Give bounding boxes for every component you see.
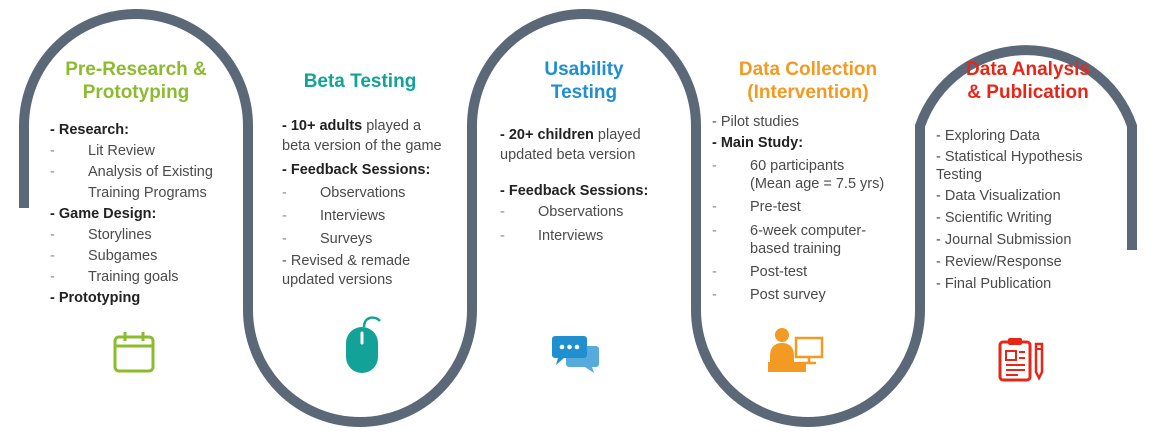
stage-title: Pre-Research & Prototyping [65, 59, 207, 103]
detail-row: - Analysis of Existing Training Programs [50, 164, 213, 201]
detail-row: - Prototyping [50, 290, 141, 306]
detail-text: Lit Review [88, 143, 155, 159]
detail-row: - Data Visualization [936, 188, 1061, 204]
detail-text: Interviews [320, 208, 386, 224]
detail-row: - Subgames [50, 248, 158, 264]
clipboard-report-icon [998, 338, 1044, 382]
detail-text: Analysis of Existing Training Programs [88, 164, 213, 201]
detail-row: - Storylines [50, 227, 152, 243]
detail-row: - Surveys [282, 231, 373, 247]
detail-text: Observations [538, 204, 624, 220]
detail-text: Surveys [320, 231, 373, 247]
stage-beta-testing: Beta Testing - 10+ adults played a beta … [258, 0, 462, 438]
detail-row: - Final Publication [936, 276, 1052, 292]
detail-row: -6-week computer- based training [712, 223, 867, 257]
detail-text: Observations [320, 185, 406, 201]
detail-row: - Review/Response [936, 254, 1062, 270]
detail-row: - Pilot studies [712, 114, 800, 130]
detail-row: - Post-test [712, 264, 808, 280]
detail-row: - Feedback Sessions: [282, 162, 431, 178]
detail-text: 60 participants (Mean age = 7.5 yrs) [750, 158, 885, 192]
detail-text: Interviews [538, 228, 604, 244]
detail-row: - Game Design: [50, 206, 157, 222]
detail-row: - Lit Review [50, 143, 155, 159]
stage-details: - 20+ children played updated beta versi… [500, 125, 678, 247]
detail-row: - Observations [282, 185, 406, 201]
detail-text: Subgames [88, 248, 158, 264]
detail-row: - Training goals [50, 269, 179, 285]
track-arc-stage-4 [691, 250, 925, 427]
stage-title: Data Collection (Intervention) [738, 59, 878, 103]
detail-row: - Exploring Data [936, 128, 1040, 144]
detail-row: - 10+ adults played a beta version of th… [282, 116, 448, 156]
detail-text: Training goals [88, 269, 179, 285]
track-arc-stage-1 [19, 9, 253, 250]
detail-text: Storylines [88, 227, 152, 243]
stage-data-collection: Data Collection (Intervention) - Pilot s… [706, 0, 910, 438]
detail-text: played a beta version of the game [282, 118, 442, 154]
calendar-icon [113, 332, 155, 373]
detail-text: Post-test [750, 264, 808, 280]
detail-text: 6-week computer- based training [750, 223, 867, 257]
detail-row: - Observations [500, 204, 624, 220]
stage-details: - Pilot studies - Main Study: -60 partic… [712, 112, 908, 306]
track-arc-stage-5 [915, 45, 1137, 250]
detail-row: - Feedback Sessions: [500, 183, 649, 199]
detail-row: - Pre-test [712, 199, 801, 215]
detail-row: - Interviews [500, 228, 604, 244]
computer-user-icon [768, 328, 824, 372]
detail-row: - Post survey [712, 287, 826, 303]
stage-pre-research: Pre-Research & Prototyping - Research: -… [34, 0, 238, 438]
stage-title: Data Analysis & Publication [966, 59, 1090, 103]
detail-text: Pre-test [750, 199, 801, 215]
stage-title: Usability Testing [544, 59, 624, 103]
stage-data-analysis: Data Analysis & Publication - Exploring … [930, 0, 1126, 438]
chat-bubbles-icon [552, 336, 599, 373]
track-arc-stage-3 [467, 9, 701, 250]
detail-row: - Revised & remade updated versions [282, 253, 411, 288]
detail-lead: - 20+ children [500, 127, 594, 143]
stage-title: Beta Testing [303, 71, 417, 92]
detail-row: - Statistical Hypothesis Testing [936, 149, 1083, 183]
detail-row: -60 participants (Mean age = 7.5 yrs) [712, 158, 885, 192]
detail-row: - Journal Submission [936, 232, 1072, 248]
stage-details: - Research: - Lit Review - Analysis of Exi… [50, 120, 240, 309]
detail-row: - Research: [50, 122, 129, 138]
detail-row: - 20+ children played updated beta versi… [500, 125, 678, 165]
track-arc-stage-2 [243, 250, 477, 427]
detail-row: - Main Study: [712, 135, 804, 151]
detail-text: played updated beta version [500, 127, 641, 163]
stage-details: - 10+ adults played a beta version of th… [282, 116, 448, 290]
detail-lead: - 10+ adults [282, 118, 363, 134]
stage-usability-testing: Usability Testing - 20+ children played … [482, 0, 686, 438]
detail-row: - Scientific Writing [936, 210, 1052, 226]
stage-details: - Exploring Data - Statistical Hypothesi… [936, 126, 1126, 295]
detail-text: Post survey [750, 287, 826, 303]
detail-row: - Interviews [282, 208, 386, 224]
mouse-icon [346, 316, 381, 373]
